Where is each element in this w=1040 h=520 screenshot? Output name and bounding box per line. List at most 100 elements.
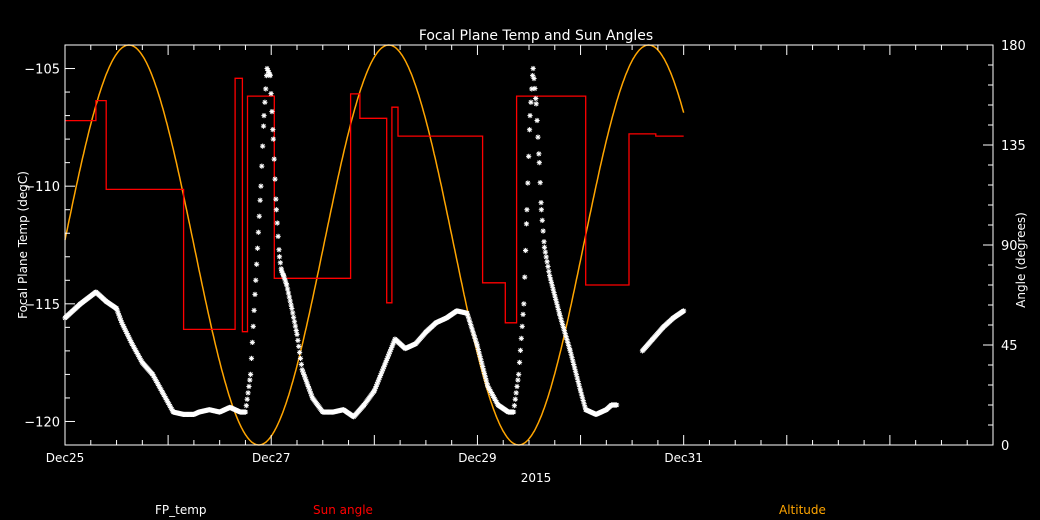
y-axis-label-right: Angle (degrees) bbox=[1014, 212, 1028, 308]
x-tick-label: Dec25 bbox=[46, 451, 85, 465]
fp-temp-point bbox=[260, 143, 266, 149]
y-tick-label-right: 180 bbox=[1001, 39, 1026, 54]
fp-temp-point bbox=[525, 180, 531, 186]
fp-temp-point bbox=[244, 396, 250, 402]
fp-temp-point bbox=[540, 228, 546, 234]
fp-temp-point bbox=[295, 337, 301, 344]
fp-temp-point bbox=[242, 409, 249, 415]
fp-temp-point bbox=[251, 307, 257, 314]
fp-temp-point bbox=[297, 355, 304, 362]
fp-temp-point bbox=[546, 268, 552, 274]
fp-temp-point bbox=[514, 383, 520, 390]
fp-temp-point bbox=[527, 112, 533, 119]
fp-temp-point bbox=[277, 260, 283, 266]
fp-temp-point bbox=[520, 311, 526, 318]
fp-temp-point bbox=[372, 386, 378, 392]
fp-temp-point bbox=[545, 263, 551, 270]
fp-temp-point bbox=[289, 305, 295, 312]
fp-temp-point bbox=[296, 343, 302, 350]
fp-temp-point bbox=[275, 233, 281, 239]
fp-temp-point bbox=[294, 331, 300, 338]
fp-temp-point bbox=[530, 65, 536, 72]
fp-temp-point bbox=[297, 349, 303, 356]
fp-temp-point bbox=[298, 361, 304, 368]
fp-temp-point bbox=[510, 409, 517, 415]
fp-temp-point bbox=[306, 386, 312, 392]
fp-temp-point bbox=[291, 319, 298, 325]
fp-temp-point bbox=[260, 123, 267, 129]
fp-temp-point bbox=[533, 95, 539, 102]
legend-entry-altitude: Altitude bbox=[779, 503, 826, 517]
fp-temp-point bbox=[252, 291, 258, 298]
fp-temp-point bbox=[248, 355, 255, 362]
fp-temp-point bbox=[544, 259, 550, 265]
fp-temp-point bbox=[539, 217, 545, 223]
fp-temp-point bbox=[535, 134, 541, 140]
fp-temp-point bbox=[254, 245, 261, 251]
fp-temp-point bbox=[247, 377, 253, 383]
fp-temp-point bbox=[519, 323, 525, 330]
series-sun-angle-line bbox=[65, 77, 684, 333]
fp-temp-point bbox=[512, 396, 518, 402]
fp-temp-point bbox=[476, 350, 482, 356]
fp-temp-point bbox=[526, 127, 533, 133]
y-axis-label-left: Focal Plane Temp (degC) bbox=[16, 171, 30, 319]
fp-temp-point bbox=[284, 286, 291, 292]
fp-temp-point bbox=[474, 343, 481, 349]
fp-temp-point bbox=[273, 207, 279, 213]
fp-temp-point bbox=[536, 151, 542, 157]
fp-temp-point bbox=[286, 294, 292, 300]
fp-temp-point bbox=[538, 200, 544, 206]
legend-entry-fp-temp: FP_temp bbox=[155, 503, 207, 517]
fp-temp-point bbox=[538, 207, 544, 213]
fp-temp-point bbox=[292, 323, 298, 329]
fp-temp-point bbox=[532, 85, 538, 92]
fp-temp-point bbox=[261, 112, 267, 119]
fp-temp-point bbox=[534, 117, 540, 124]
fp-temp-point bbox=[571, 361, 577, 368]
fp-temp-point bbox=[523, 221, 530, 227]
y-tick-label-left: −120 bbox=[24, 415, 60, 430]
fp-temp-point bbox=[581, 401, 587, 407]
fp-temp-point bbox=[536, 160, 542, 166]
fp-temp-point bbox=[269, 108, 275, 115]
x-tick-label: Dec27 bbox=[252, 451, 291, 465]
fp-temp-point bbox=[528, 99, 534, 105]
curves-layer bbox=[62, 44, 687, 446]
fp-temp-point bbox=[522, 274, 528, 280]
legend: FP_temp Sun angle Altitude bbox=[155, 503, 826, 517]
fp-temp-point bbox=[542, 249, 548, 255]
fp-temp-point bbox=[270, 126, 276, 133]
x-tick-label: Dec29 bbox=[458, 451, 497, 465]
axis-ticks: Dec25 Dec27 Dec29 Dec31 −120 −115 −110 −105 0 45 9… bbox=[24, 39, 1026, 465]
plot-frame bbox=[64, 44, 994, 446]
fp-temp-point bbox=[541, 244, 548, 250]
fp-temp-point bbox=[290, 314, 297, 320]
fp-temp-point bbox=[293, 327, 299, 334]
fp-temp-point bbox=[276, 247, 282, 253]
fp-temp-point bbox=[614, 402, 620, 408]
fp-temp-point bbox=[284, 282, 290, 288]
fp-temp-point bbox=[518, 335, 524, 342]
fp-temp-point bbox=[246, 383, 252, 390]
fp-temp-point bbox=[559, 318, 565, 325]
fp-temp-point bbox=[258, 183, 264, 189]
fp-temp-point bbox=[268, 90, 274, 97]
fp-temp-point bbox=[250, 323, 256, 330]
fp-temp-point bbox=[272, 176, 278, 182]
fp-temp-point bbox=[256, 213, 262, 219]
fp-temp-point bbox=[382, 360, 389, 366]
fp-temp-point bbox=[511, 403, 518, 409]
fp-temp-point bbox=[537, 180, 543, 186]
fp-temp-point bbox=[515, 377, 521, 383]
fp-temp-point bbox=[245, 390, 251, 396]
fp-temp-point bbox=[531, 75, 537, 82]
fp-temp-point bbox=[526, 153, 532, 159]
fp-temp-point bbox=[253, 277, 259, 283]
fp-temp-point bbox=[524, 207, 530, 213]
fp-temp-point bbox=[513, 390, 519, 396]
y-tick-label-right: 45 bbox=[1001, 339, 1018, 354]
fp-temp-point bbox=[521, 301, 527, 307]
fp-temp-point bbox=[516, 359, 523, 366]
